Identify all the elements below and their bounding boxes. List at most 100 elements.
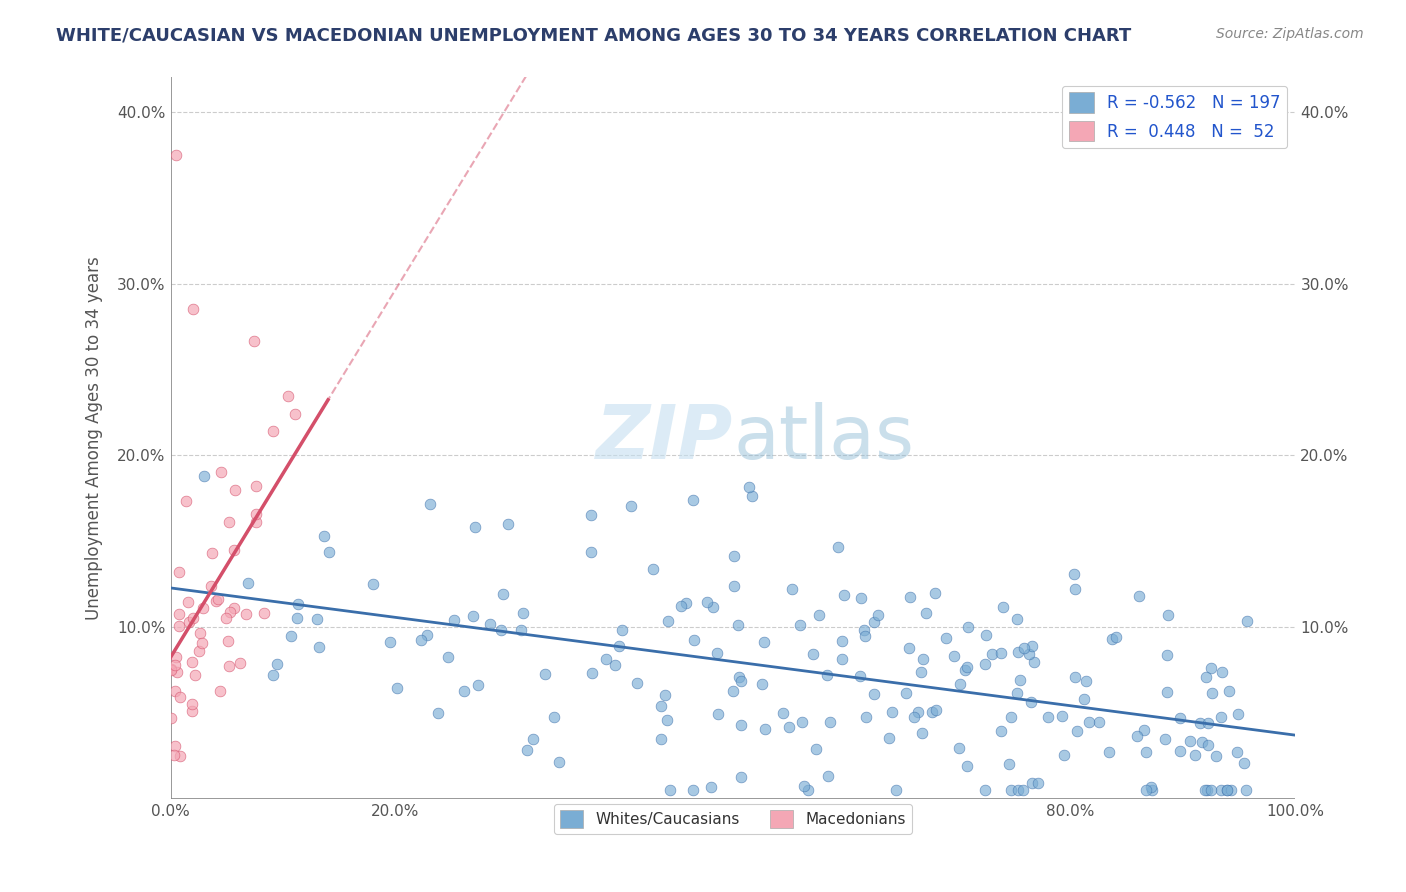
Point	[974, 657, 997, 671]
Point	[853, 623, 876, 637]
Point	[1038, 710, 1060, 724]
Point	[160, 711, 183, 725]
Point	[657, 614, 679, 628]
Point	[1135, 783, 1157, 797]
Point	[880, 706, 903, 720]
Point	[789, 617, 811, 632]
Point	[1178, 734, 1201, 748]
Point	[1168, 711, 1191, 725]
Point	[222, 600, 245, 615]
Point	[191, 636, 214, 650]
Point	[165, 650, 187, 665]
Point	[512, 607, 534, 621]
Point	[868, 607, 890, 622]
Point	[201, 546, 224, 560]
Point	[696, 595, 718, 609]
Point	[1000, 709, 1022, 723]
Point	[489, 623, 512, 637]
Point	[707, 707, 730, 722]
Point	[1154, 731, 1177, 746]
Point	[706, 646, 728, 660]
Point	[181, 302, 204, 317]
Point	[262, 424, 284, 438]
Point	[1064, 582, 1087, 596]
Point	[1156, 648, 1178, 662]
Point	[209, 683, 232, 698]
Point	[804, 742, 827, 756]
Point	[782, 582, 804, 596]
Point	[801, 647, 824, 661]
Point	[193, 469, 215, 483]
Point	[1195, 670, 1218, 684]
Point	[419, 497, 441, 511]
Point	[682, 493, 704, 508]
Point	[215, 611, 238, 625]
Point	[772, 706, 794, 720]
Point	[1216, 783, 1239, 797]
Point	[682, 783, 704, 797]
Point	[943, 648, 966, 663]
Text: ZIP: ZIP	[596, 401, 733, 475]
Text: atlas: atlas	[733, 401, 914, 475]
Point	[778, 720, 800, 734]
Point	[907, 706, 929, 720]
Point	[1209, 710, 1232, 724]
Point	[1021, 776, 1043, 790]
Point	[910, 665, 932, 679]
Point	[200, 579, 222, 593]
Point	[318, 545, 340, 559]
Point	[1066, 724, 1088, 739]
Point	[884, 783, 907, 797]
Point	[533, 666, 555, 681]
Point	[808, 607, 831, 622]
Point	[1168, 744, 1191, 758]
Point	[179, 615, 201, 629]
Point	[181, 704, 204, 718]
Point	[1135, 745, 1157, 759]
Point	[266, 657, 288, 671]
Point	[169, 690, 191, 705]
Point	[675, 596, 697, 610]
Point	[643, 562, 665, 576]
Point	[911, 726, 934, 740]
Point	[754, 722, 776, 736]
Point	[1205, 749, 1227, 764]
Point	[1007, 783, 1029, 797]
Point	[1012, 640, 1035, 655]
Point	[1157, 608, 1180, 623]
Point	[603, 657, 626, 672]
Point	[1199, 661, 1222, 675]
Point	[862, 688, 884, 702]
Point	[620, 500, 643, 514]
Point	[1074, 674, 1097, 689]
Point	[723, 579, 745, 593]
Point	[1005, 686, 1028, 700]
Point	[1140, 780, 1163, 794]
Point	[654, 688, 676, 702]
Point	[169, 618, 191, 632]
Point	[1010, 673, 1032, 688]
Point	[416, 628, 439, 642]
Point	[1197, 716, 1219, 731]
Point	[897, 641, 920, 656]
Point	[727, 617, 749, 632]
Point	[218, 659, 240, 673]
Point	[579, 544, 602, 558]
Point	[207, 591, 229, 606]
Point	[235, 607, 257, 622]
Point	[193, 601, 215, 615]
Point	[461, 609, 484, 624]
Point	[1184, 748, 1206, 763]
Point	[1007, 612, 1029, 626]
Point	[467, 678, 489, 692]
Point	[1073, 692, 1095, 706]
Point	[849, 669, 872, 683]
Point	[163, 658, 186, 673]
Point	[607, 639, 630, 653]
Point	[1201, 686, 1223, 700]
Point	[228, 656, 250, 670]
Point	[236, 575, 259, 590]
Point	[953, 663, 976, 677]
Point	[831, 652, 853, 666]
Point	[496, 517, 519, 532]
